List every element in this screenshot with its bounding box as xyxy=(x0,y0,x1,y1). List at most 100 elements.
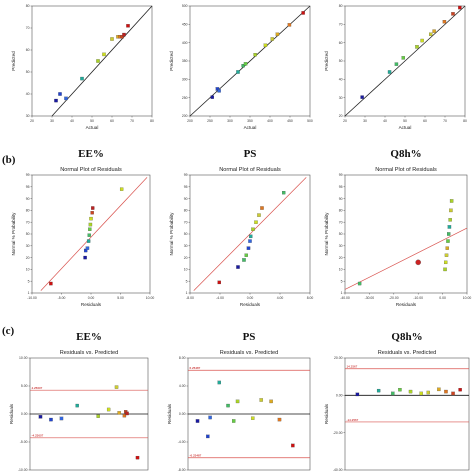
data-point xyxy=(217,380,221,385)
data-point xyxy=(96,59,100,63)
plot-c1: EE% Residuals vs. Predicted -10.00 -5.00 0.0… xyxy=(9,331,149,472)
y-tick-label: 300 xyxy=(182,78,188,82)
x-tick-label: 70 xyxy=(130,119,134,123)
y-tick-label: 0.00 xyxy=(21,412,28,416)
data-point xyxy=(357,281,362,286)
data-point xyxy=(444,389,448,394)
limit-label: -6.25487 xyxy=(190,454,202,458)
data-point xyxy=(376,388,381,393)
x-tick-label: 300 xyxy=(227,119,233,123)
data-point xyxy=(243,62,248,66)
plot-c2: PS Residuals vs. Predicted -8.00 -4.00 0.00 4… xyxy=(167,331,311,472)
data-point xyxy=(88,227,92,231)
y-tick-label: 30 xyxy=(339,244,343,248)
data-point xyxy=(242,258,246,262)
y-tick-label: 95 xyxy=(184,185,188,189)
y-tick-label: 250 xyxy=(182,96,188,100)
data-point xyxy=(117,411,121,415)
y-tick-label: 4.00 xyxy=(179,384,186,388)
data-point xyxy=(54,98,58,103)
y-tick-label: -20.00 xyxy=(333,431,343,435)
data-point xyxy=(89,216,93,221)
y-tick-label: -8.00 xyxy=(178,468,186,472)
y-tick-label: 70 xyxy=(184,220,188,224)
data-point xyxy=(401,56,405,60)
x-tick-label: 250 xyxy=(207,119,213,123)
data-point xyxy=(249,234,253,239)
data-point xyxy=(458,5,462,10)
data-point xyxy=(355,392,360,397)
data-point xyxy=(83,255,87,260)
data-point xyxy=(444,260,448,265)
y-tick-label: 40 xyxy=(26,92,30,96)
data-point xyxy=(59,416,64,421)
data-point xyxy=(88,222,93,227)
y-axis-label: Residuals xyxy=(324,403,329,424)
data-point xyxy=(38,415,43,419)
data-point xyxy=(448,218,452,222)
x-tick-label: 80 xyxy=(463,119,467,123)
data-point xyxy=(241,64,245,68)
data-point xyxy=(208,415,212,420)
x-tick-label: -8.00 xyxy=(186,296,194,300)
x-tick-label: 10.00 xyxy=(146,296,155,300)
x-tick-label: -30.00 xyxy=(365,296,375,300)
chart-title: PS xyxy=(243,331,256,343)
reference-line xyxy=(51,5,153,117)
x-tick-label: 0.00 xyxy=(88,296,95,300)
y-tick-label: 60 xyxy=(339,41,343,45)
x-axis-label: Residuals xyxy=(396,302,417,307)
plot-b3: Q8h% Normal Plot of Residuals -40.00 -30.00… xyxy=(324,148,471,307)
y-tick-label: 0.00 xyxy=(336,394,343,398)
x-tick-label: 20 xyxy=(30,119,34,123)
data-point xyxy=(215,87,220,91)
data-point xyxy=(445,246,449,250)
data-point xyxy=(80,76,84,81)
y-tick-label: 10 xyxy=(339,268,343,272)
chart-title: PS xyxy=(244,148,257,160)
data-point xyxy=(119,187,124,191)
y-tick-label: 80 xyxy=(339,4,343,8)
chart-subtitle: Normal Plot of Residuals xyxy=(375,167,437,173)
data-point xyxy=(49,417,53,422)
data-point xyxy=(236,265,240,269)
y-tick-label: 70 xyxy=(26,220,30,224)
data-point xyxy=(49,281,53,286)
y-tick-label: 8.00 xyxy=(179,356,186,360)
y-tick-label: 90 xyxy=(184,197,188,201)
x-tick-label: 450 xyxy=(287,119,293,123)
data-point xyxy=(270,37,274,41)
y-tick-label: 1 xyxy=(341,291,343,295)
section-label-b: (b) xyxy=(2,154,16,166)
y-tick-label: -4.00 xyxy=(178,440,186,444)
data-point xyxy=(125,411,129,416)
y-tick-label: 1 xyxy=(186,291,188,295)
data-point xyxy=(87,233,91,237)
fit-line xyxy=(40,177,148,291)
y-tick-label: 20 xyxy=(26,256,30,260)
data-point xyxy=(235,399,240,404)
limit-label: -4.25607 xyxy=(32,434,44,438)
limit-label: 4.25607 xyxy=(32,386,43,390)
data-point xyxy=(447,232,451,236)
y-tick-label: 50 xyxy=(26,70,30,74)
x-axis-label: Actual xyxy=(86,125,99,130)
y-tick-label: 400 xyxy=(182,41,188,45)
x-tick-label: 30 xyxy=(50,119,54,123)
chart-title: Q8h% xyxy=(391,331,422,343)
data-point xyxy=(217,280,221,285)
x-tick-label: 50 xyxy=(403,119,407,123)
chart-subtitle: Normal Plot of Residuals xyxy=(60,167,122,173)
data-point xyxy=(446,239,450,243)
y-tick-label: 500 xyxy=(182,4,188,8)
y-tick-label: 450 xyxy=(182,23,188,27)
y-axis-label: Predicted xyxy=(11,51,16,71)
data-point xyxy=(135,455,140,460)
data-point xyxy=(426,390,430,395)
x-tick-label: 0.00 xyxy=(439,296,446,300)
highlighted-point xyxy=(415,259,422,266)
fit-line xyxy=(193,177,307,291)
y-tick-label: 5 xyxy=(341,279,343,283)
data-point xyxy=(251,227,255,231)
data-point xyxy=(251,416,255,420)
